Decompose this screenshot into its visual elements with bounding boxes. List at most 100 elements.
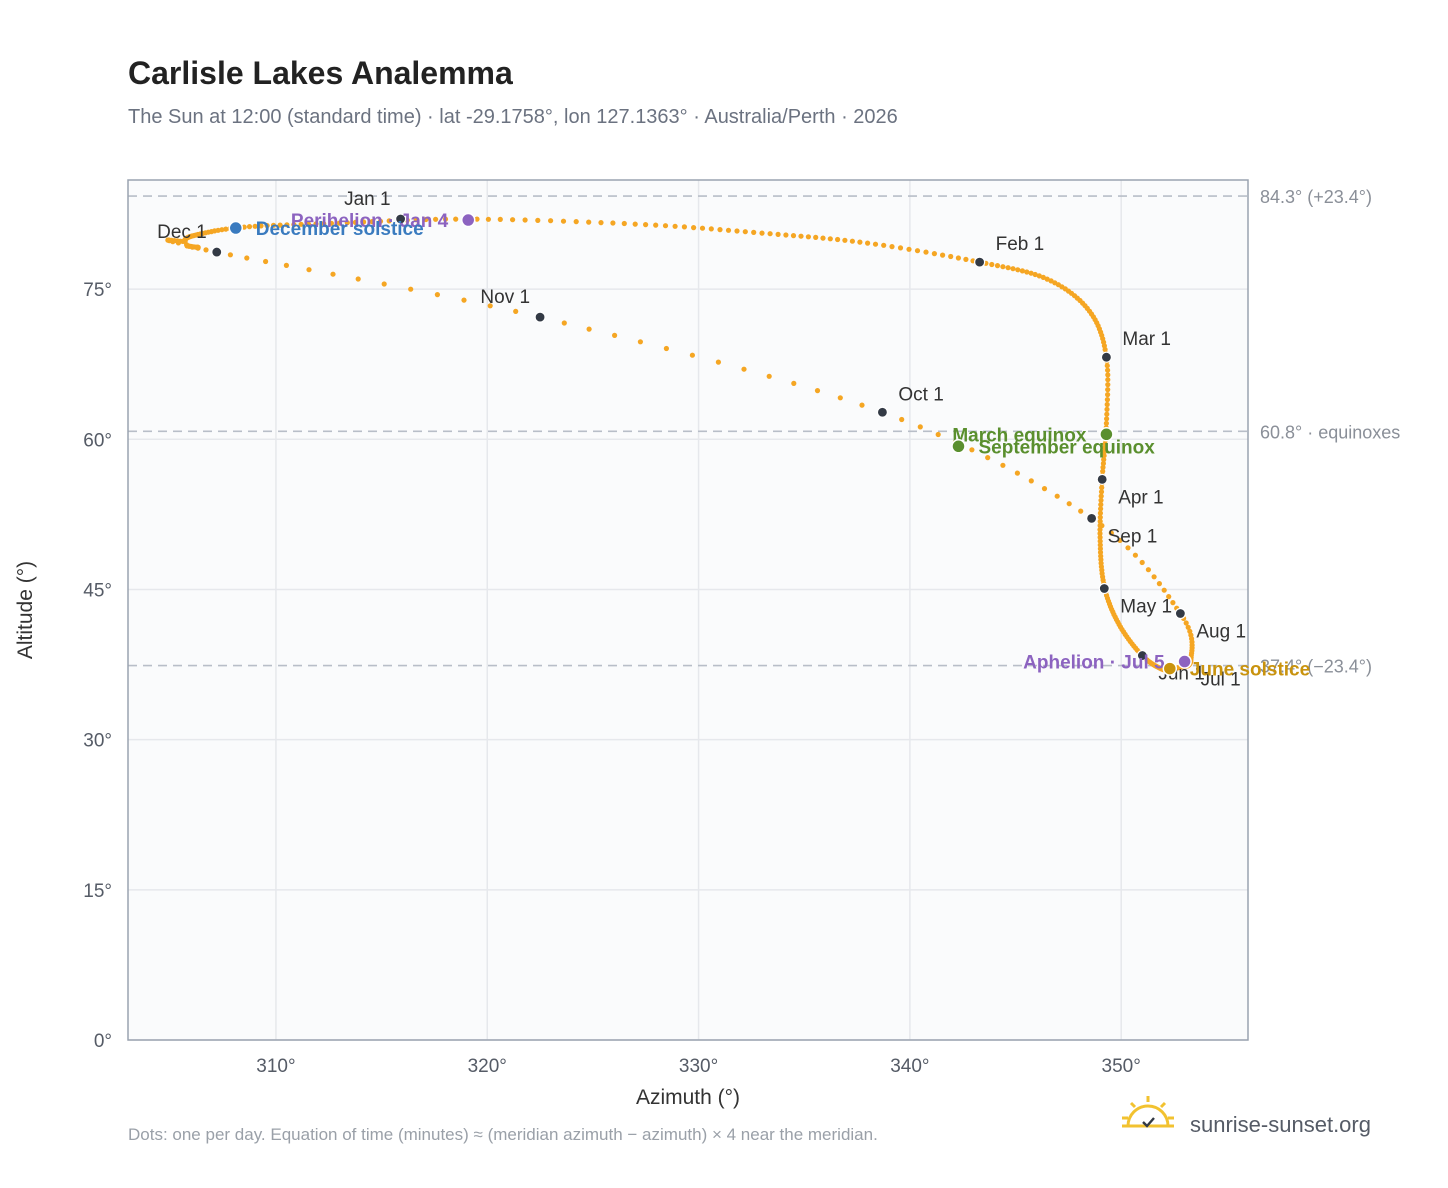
- x-tick-label: 340°: [890, 1056, 929, 1077]
- daily-sun-dot: [413, 217, 419, 223]
- daily-sun-dot: [586, 326, 592, 332]
- daily-sun-dot: [195, 245, 201, 251]
- daily-sun-dot: [1183, 620, 1189, 626]
- month-marker-dot: [395, 213, 407, 225]
- x-axis-label: Azimuth (°): [636, 1086, 740, 1109]
- daily-sun-dot: [263, 258, 269, 265]
- daily-sun-dot: [637, 339, 644, 345]
- event-marker-dot: [951, 439, 966, 454]
- daily-sun-dot: [1097, 534, 1103, 541]
- daily-sun-dot: [258, 223, 264, 229]
- daily-sun-dot: [330, 271, 336, 277]
- y-axis-label: Altitude (°): [14, 561, 37, 659]
- daily-sun-dot: [561, 320, 567, 326]
- daily-sun-dot: [783, 232, 789, 238]
- daily-sun-dot: [1097, 542, 1103, 548]
- page-subtitle: The Sun at 12:00 (standard time) · lat -…: [128, 106, 898, 128]
- daily-sun-dot: [189, 244, 195, 250]
- event-marker-label: December solstice: [256, 219, 424, 240]
- month-marker-dot: [534, 311, 546, 323]
- daily-sun-dot: [1101, 453, 1107, 459]
- month-marker-dot: [211, 246, 223, 258]
- event-marker-dot: [1177, 654, 1192, 669]
- daily-sun-dot: [227, 252, 233, 258]
- month-marker-label: Oct 1: [898, 384, 943, 405]
- daily-sun-dot: [1097, 546, 1103, 552]
- daily-sun-dot: [612, 332, 618, 338]
- daily-sun-dot: [1097, 514, 1103, 520]
- daily-sun-dot: [598, 220, 604, 226]
- daily-sun-dot: [672, 223, 678, 229]
- daily-sun-dot: [1108, 530, 1114, 536]
- daily-sun-dot: [1000, 264, 1006, 270]
- daily-sun-dot: [433, 216, 439, 222]
- daily-sun-dot: [1032, 271, 1038, 278]
- daily-sun-dot: [509, 217, 516, 223]
- month-marker-label: Jan 1: [344, 189, 390, 210]
- x-tick-label: 310°: [256, 1056, 295, 1077]
- daily-sun-dot: [632, 221, 638, 227]
- daily-sun-dot: [305, 221, 312, 227]
- daily-sun-dot: [827, 236, 833, 242]
- daily-sun-dot: [223, 226, 229, 232]
- daily-sun-dot: [474, 216, 480, 222]
- daily-sun-dot: [1101, 449, 1107, 455]
- daily-sun-dot: [586, 219, 592, 225]
- daily-sun-dot: [423, 216, 429, 223]
- daily-sun-dot: [820, 235, 826, 241]
- daily-sun-dot: [775, 231, 781, 237]
- daily-sun-dot: [560, 218, 567, 224]
- daily-sun-dot: [1097, 530, 1103, 537]
- page-title: Carlisle Lakes Analemma: [128, 55, 513, 91]
- daily-sun-dot: [1099, 485, 1105, 491]
- event-marker-dot: [228, 220, 244, 236]
- daily-sun-dot: [734, 228, 740, 234]
- daily-sun-dot: [1028, 270, 1034, 276]
- daily-sun-dot: [955, 255, 962, 261]
- daily-sun-dot: [434, 292, 440, 298]
- month-marker-label: Dec 1: [157, 222, 207, 243]
- daily-sun-dot: [940, 252, 946, 258]
- daily-sun-dot: [321, 221, 327, 227]
- daily-sun-dot: [691, 225, 697, 231]
- daily-sun-dot: [1097, 527, 1103, 533]
- daily-sun-dot: [1066, 501, 1072, 507]
- daily-sun-dot: [270, 222, 277, 228]
- daily-sun-dot: [1105, 367, 1111, 373]
- daily-sun-dot: [1028, 478, 1034, 484]
- daily-sun-dot: [573, 219, 579, 225]
- daily-sun-dot: [1170, 600, 1176, 606]
- daily-sun-dot: [1100, 460, 1106, 467]
- daily-sun-dot: [985, 455, 991, 461]
- daily-sun-dot: [897, 245, 904, 251]
- daily-sun-dot: [1104, 363, 1110, 369]
- daily-sun-dot: [1054, 493, 1060, 499]
- daily-sun-dot: [1102, 441, 1108, 447]
- daily-sun-dot: [1097, 510, 1103, 516]
- daily-sun-dot: [805, 234, 812, 240]
- month-marker-label: Feb 1: [996, 234, 1045, 255]
- sun-logo-icon: [1122, 1096, 1174, 1128]
- daily-sun-dot: [1015, 267, 1021, 273]
- daily-sun-dot: [708, 226, 714, 232]
- daily-sun-dot: [1000, 462, 1006, 468]
- daily-sun-dot: [798, 233, 804, 239]
- daily-sun-dot: [1103, 420, 1109, 426]
- daily-sun-dot: [306, 267, 312, 273]
- daily-sun-dot: [837, 395, 843, 401]
- month-marker-label: Jul 1: [1201, 670, 1241, 691]
- daily-sun-dot: [442, 216, 449, 222]
- daily-sun-dot: [835, 236, 841, 243]
- month-marker-label: Apr 1: [1118, 487, 1163, 508]
- daily-sun-dot: [1098, 493, 1104, 499]
- daily-sun-dot: [344, 220, 350, 226]
- daily-sun-dot: [948, 253, 954, 260]
- footnote: Dots: one per day. Equation of time (min…: [128, 1125, 878, 1144]
- y-axis-ticks: 0° 15° 30° 45° 60° 75°: [83, 280, 112, 1052]
- daily-sun-dot: [610, 220, 616, 226]
- daily-sun-dot: [1105, 372, 1111, 378]
- daily-sun-dot: [1097, 522, 1103, 529]
- event-marker-label: March equinox: [952, 425, 1087, 446]
